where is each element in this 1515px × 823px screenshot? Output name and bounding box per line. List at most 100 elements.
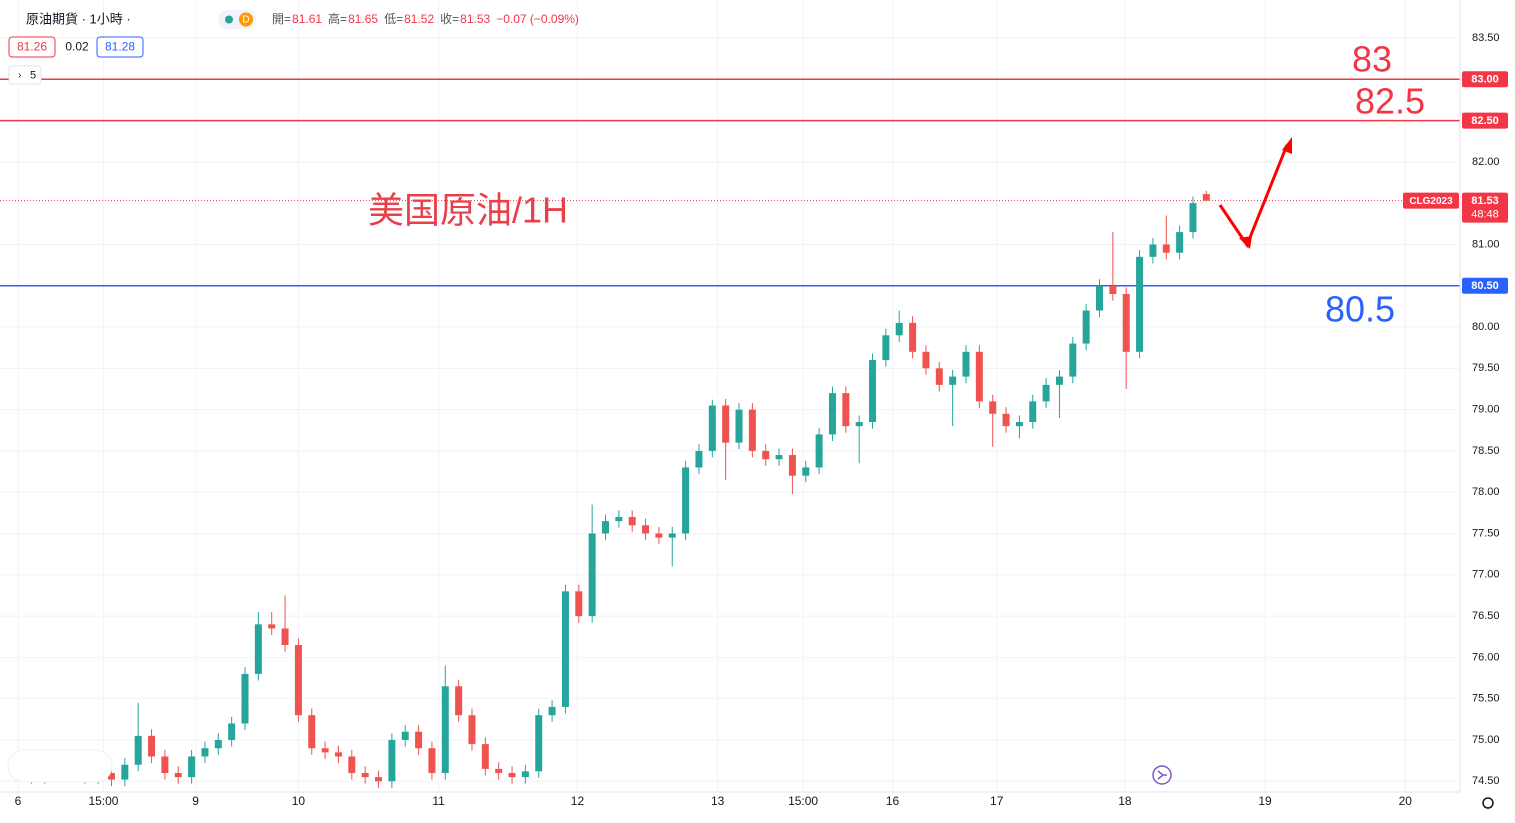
symbol-label: CLG2023 <box>1409 196 1453 207</box>
candle-body <box>254 624 262 674</box>
candle-body <box>628 516 636 526</box>
candle-body <box>548 706 556 716</box>
candle-body <box>775 455 783 460</box>
candle-body <box>481 744 489 769</box>
candle-body <box>441 686 449 774</box>
candle-body <box>1176 232 1184 253</box>
y-tick-label: 77.50 <box>1472 527 1500 539</box>
x-tick-label: 20 <box>1399 794 1413 808</box>
candle-body <box>428 748 436 774</box>
candle-body <box>1202 194 1210 201</box>
change: −0.07 (−0.09%) <box>496 12 579 26</box>
candle-body <box>642 525 650 534</box>
candle-body <box>521 771 529 778</box>
candle-body <box>828 393 836 435</box>
candle-body <box>1082 310 1090 344</box>
ask-box[interactable] <box>96 36 144 58</box>
candle-body <box>922 351 930 369</box>
x-tick-label: 16 <box>886 794 900 808</box>
candle-body <box>468 715 476 745</box>
candle-body <box>1189 203 1197 233</box>
candle-body <box>214 739 222 749</box>
candle-body <box>989 401 997 414</box>
symbol: 原油期貨 · 1小時 · <box>26 11 131 26</box>
candle-body <box>655 533 663 538</box>
candle-body <box>1122 294 1130 352</box>
candle-body <box>869 360 877 423</box>
level-badge-label: 83.00 <box>1471 74 1499 86</box>
y-tick-label: 78.00 <box>1472 486 1500 498</box>
level-annotation: 82.5 <box>1355 81 1425 122</box>
ohlc-label: 收= <box>440 12 459 26</box>
candle-body <box>949 376 957 385</box>
candle-body <box>1029 401 1037 423</box>
candle-body <box>241 673 249 724</box>
badge: D <box>242 15 249 26</box>
candle-body <box>1109 285 1117 295</box>
x-tick-label: 17 <box>990 794 1004 808</box>
ohlc-value: 81.65 <box>348 12 378 26</box>
candle-body <box>281 628 289 645</box>
candle-body <box>1042 384 1050 402</box>
candle-body <box>308 715 316 749</box>
x-tick-label: 11 <box>432 794 445 808</box>
bid-box[interactable] <box>8 36 56 58</box>
candle-body <box>682 467 690 534</box>
candle-body <box>708 405 716 451</box>
y-tick-label: 77.00 <box>1472 569 1500 581</box>
settings-icon[interactable] <box>1482 797 1494 809</box>
candle-body <box>455 686 463 716</box>
header: 原油期貨 · 1小時 · D 開= 81.61 高= 81.65 低= 81.52 收= 81… <box>8 10 579 85</box>
y-tick-label: 79.50 <box>1472 362 1500 374</box>
y-tick-label: 76.50 <box>1472 610 1500 622</box>
candle-body <box>788 455 796 476</box>
badge-dot <box>239 12 253 27</box>
candle-body <box>575 591 583 617</box>
candle-body <box>722 405 730 443</box>
indicators: 5 <box>30 69 36 81</box>
y-tick-label: 74.50 <box>1472 775 1500 787</box>
level-badge-label: 80.50 <box>1471 280 1499 292</box>
ohlc-value: 81.52 <box>404 12 434 26</box>
candle-body <box>882 335 890 361</box>
level-annotation: 83 <box>1352 39 1392 80</box>
status-dot <box>225 15 233 24</box>
x-tick-label: 10 <box>292 794 306 808</box>
candle-body <box>1055 376 1063 385</box>
x-tick-label: 13 <box>711 794 725 808</box>
level-annotation: 80.5 <box>1325 289 1395 330</box>
candle-body <box>121 764 129 780</box>
x-tick-label: 9 <box>192 794 199 808</box>
candle-body <box>588 533 596 617</box>
candle-body <box>855 422 863 427</box>
candle-body <box>802 467 810 476</box>
x-tick-label: 18 <box>1118 794 1132 808</box>
chevron: › <box>18 70 21 81</box>
candle-body <box>375 777 383 782</box>
level-badge <box>1462 277 1508 294</box>
candle-body <box>815 434 823 468</box>
nav-pill[interactable] <box>7 749 113 783</box>
ohlc-label: 開= <box>272 12 291 26</box>
x-tick-label: 12 <box>571 794 585 808</box>
x-tick-label: 19 <box>1258 794 1272 808</box>
candle-body <box>161 756 169 774</box>
candle-body <box>188 756 196 778</box>
candle-body <box>228 723 236 740</box>
indicators-box[interactable] <box>8 65 42 85</box>
axes: 74.50 75.00 75.50 76.00 76.50 77.00 77.50 78.00… <box>15 32 1508 808</box>
candle-body <box>1069 343 1077 377</box>
candle-body <box>401 731 409 740</box>
candle-body <box>615 516 623 522</box>
candle-body <box>601 521 609 534</box>
bid: 81.26 <box>17 40 47 54</box>
candle-body <box>107 773 115 780</box>
candle-body <box>321 748 329 753</box>
y-tick-label: 75.00 <box>1472 734 1500 746</box>
candle-body <box>495 768 503 774</box>
spread: 0.02 <box>65 40 89 54</box>
candle-body <box>735 409 743 443</box>
candle-body <box>1136 256 1144 352</box>
